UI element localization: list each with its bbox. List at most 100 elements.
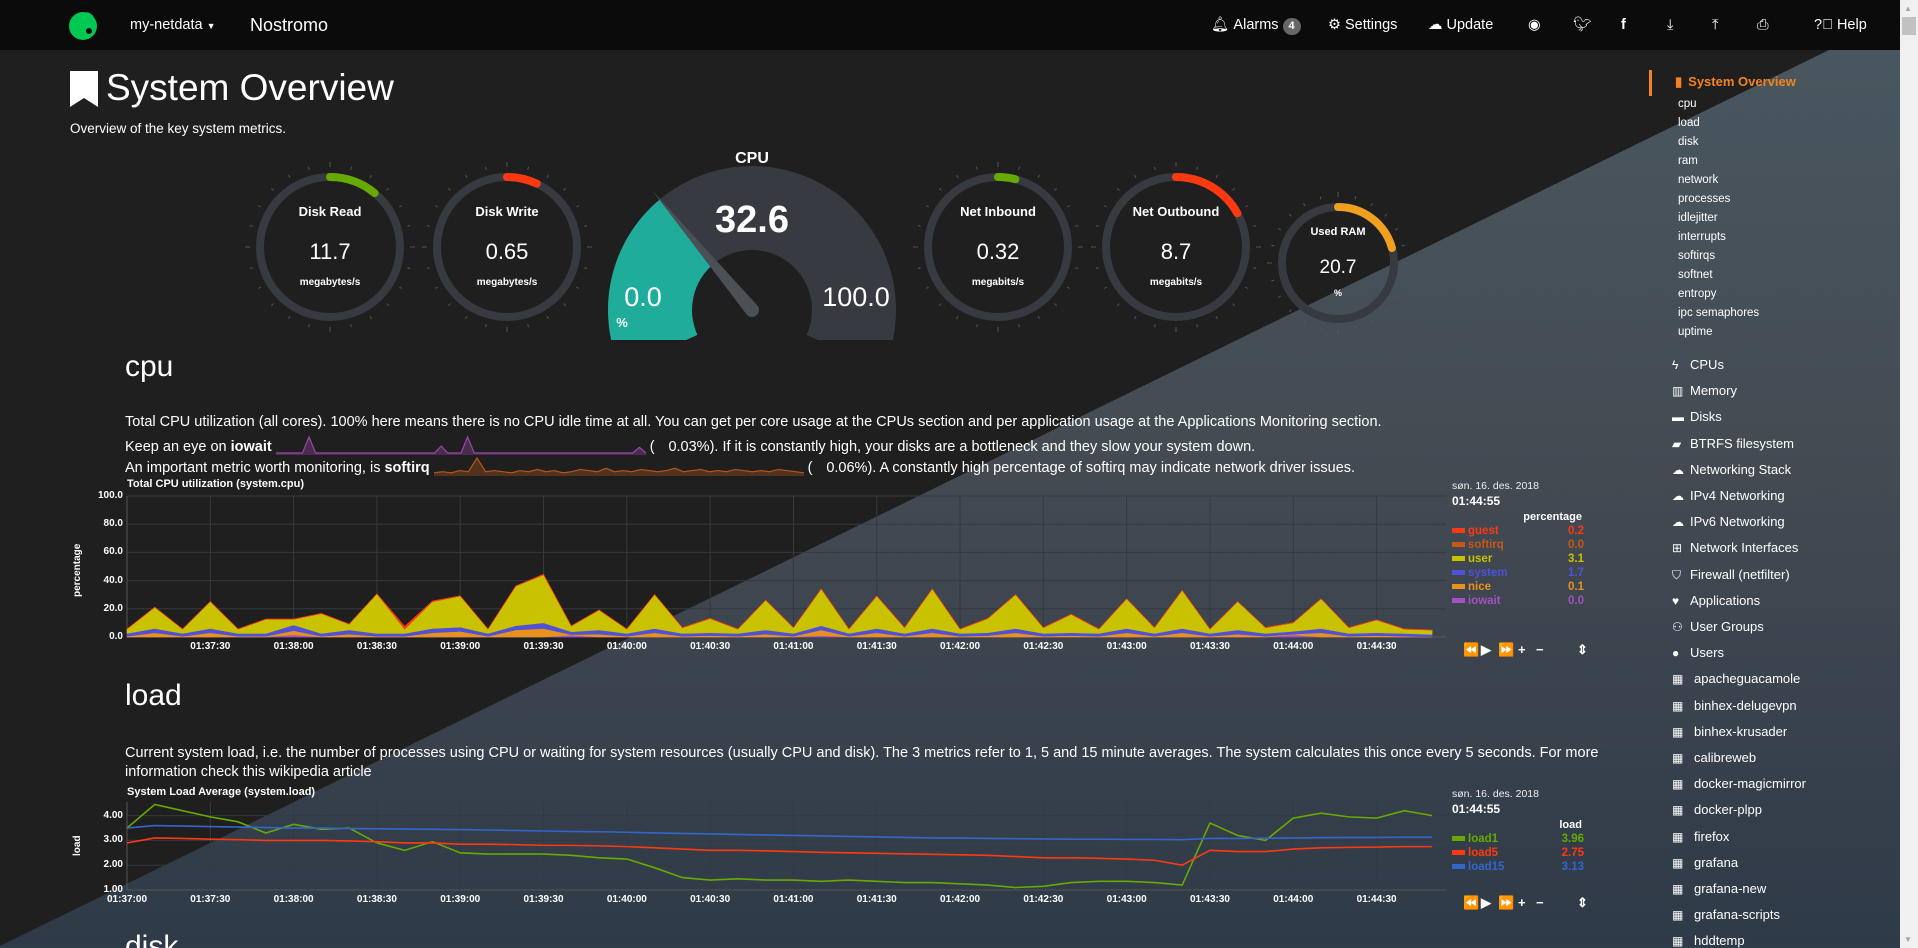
- load-description-line2[interactable]: information check this wikipedia article: [125, 764, 372, 780]
- settings-button[interactable]: ⚙ Settings: [1328, 0, 1397, 50]
- sidebar-subitem-idlejitter[interactable]: idlejitter: [1678, 212, 1718, 224]
- sidebar-item-network-interfaces[interactable]: ⊞ Network Interfaces: [1672, 540, 1798, 555]
- legend-item-iowait[interactable]: iowait 0.0: [1452, 595, 1584, 609]
- legend-item-user[interactable]: user 3.1: [1452, 553, 1584, 567]
- zoom-out-icon[interactable]: −: [1536, 642, 1544, 657]
- legend-value: 3.96: [1561, 833, 1584, 845]
- alarms-button[interactable]: 🔔︎ Alarms 4: [1211, 0, 1301, 50]
- scrollbar-thumb[interactable]: [1902, 17, 1916, 35]
- scroll-up-arrow-icon[interactable]: ▲: [1904, 4, 1912, 13]
- sidebar-item-calibreweb[interactable]: ▦ calibreweb: [1672, 750, 1756, 765]
- server-dropdown[interactable]: my-netdata ▼: [130, 0, 216, 50]
- cpu-gauge[interactable]: CPU 32.6 0.0 100.0 %: [608, 150, 896, 340]
- y-tick-label: 100.0: [97, 490, 123, 501]
- sidebar-subitem-softnet[interactable]: softnet: [1678, 269, 1713, 281]
- play-icon[interactable]: ▶: [1481, 642, 1491, 657]
- sidebar-item-disks[interactable]: ▬ Disks: [1672, 409, 1722, 424]
- sidebar-subitem-interrupts[interactable]: interrupts: [1678, 231, 1726, 243]
- sidebar-item-user-groups[interactable]: ⚇ User Groups: [1672, 619, 1764, 634]
- gauge-fill: [994, 173, 1020, 184]
- rewind-icon[interactable]: ⏪: [1463, 642, 1480, 657]
- gauge-used-ram[interactable]: Used RAM 20.7%: [1267, 192, 1409, 334]
- scrollbar[interactable]: ▲ ▼: [1900, 0, 1918, 948]
- sidebar-item-binhex-delugevpn[interactable]: ▦ binhex-delugevpn: [1672, 698, 1797, 713]
- print-icon[interactable]: ⎙: [1757, 17, 1769, 33]
- sidebar-item-docker-plpp[interactable]: ▦ docker-plpp: [1672, 802, 1762, 817]
- legend-item-load1[interactable]: load1 3.96: [1452, 833, 1584, 847]
- fast-forward-icon[interactable]: ⏩: [1498, 642, 1515, 657]
- sidebar-item-grafana[interactable]: ▦ grafana: [1672, 855, 1738, 870]
- softirq-sparkline-line: [433, 456, 804, 474]
- resize-icon[interactable]: ⇕: [1577, 895, 1588, 910]
- gauge-tick: [1134, 174, 1137, 178]
- facebook-icon[interactable]: f: [1621, 17, 1626, 33]
- sidebar-subitem-cpu[interactable]: cpu: [1678, 98, 1697, 110]
- legend-item-nice[interactable]: nice 0.1: [1452, 581, 1584, 595]
- hostname[interactable]: Nostromo: [250, 15, 329, 35]
- help-button[interactable]: ?⃝ Help: [1814, 0, 1867, 50]
- sidebar-item-docker-magicmirror[interactable]: ▦ docker-magicmirror: [1672, 776, 1806, 791]
- x-tick-label: 01:39:30: [523, 894, 564, 905]
- cloud-download-icon: ☁: [1428, 17, 1443, 33]
- upload-icon[interactable]: ⤒: [1712, 17, 1719, 33]
- legend-item-system[interactable]: system 1.7: [1452, 567, 1584, 581]
- gauge-disk-read[interactable]: Disk Read 11.7 megabytes/s: [245, 162, 415, 332]
- gauge-tick: [369, 174, 372, 178]
- sidebar-subitem-ipc-semaphores[interactable]: ipc semaphores: [1678, 307, 1760, 319]
- sidebar-item-memory[interactable]: ▥ Memory: [1672, 383, 1737, 398]
- legend-item-softirq[interactable]: softirq 0.0: [1452, 539, 1584, 553]
- sidebar-item-label: Networking Stack: [1690, 461, 1792, 477]
- download-icon[interactable]: ⤓: [1667, 17, 1674, 33]
- update-button[interactable]: ☁ Update: [1428, 0, 1493, 50]
- sidebar-item-firewall-netfilter-[interactable]: ⛉ Firewall (netfilter): [1672, 567, 1790, 583]
- github-icon[interactable]: ◉: [1528, 17, 1541, 33]
- legend-item-load15[interactable]: load15 3.13: [1452, 861, 1584, 875]
- section-heading-cpu: cpu: [125, 350, 174, 383]
- legend-item-load5[interactable]: load5 2.75: [1452, 847, 1584, 861]
- sidebar-item-users[interactable]: ● Users: [1672, 645, 1724, 660]
- sidebar-subitem-processes[interactable]: processes: [1678, 193, 1731, 205]
- sidebar-subitem-network[interactable]: network: [1678, 174, 1719, 186]
- gauge-net-outbound[interactable]: Net Outbound 8.7 megabits/s: [1091, 162, 1261, 332]
- sidebar-item-hddtemp[interactable]: ▦ hddtemp: [1672, 933, 1745, 948]
- gauge-net-inbound[interactable]: Net Inbound 0.32 megabits/s: [913, 162, 1083, 332]
- scroll-down-arrow-icon[interactable]: ▼: [1904, 935, 1912, 944]
- legend-item-guest[interactable]: guest 0.2: [1452, 525, 1584, 539]
- sidebar-subitem-load[interactable]: load: [1678, 117, 1700, 129]
- sidebar-item-apacheguacamole[interactable]: ▦ apacheguacamole: [1672, 671, 1800, 686]
- sidebar-item-firefox[interactable]: ▦ firefox: [1672, 829, 1729, 844]
- sidebar-subitem-entropy[interactable]: entropy: [1678, 288, 1717, 300]
- sidebar-subitem-uptime[interactable]: uptime: [1678, 326, 1713, 338]
- sidebar-item-binhex-krusader[interactable]: ▦ binhex-krusader: [1672, 724, 1787, 739]
- sidebar-item-ipv6-networking[interactable]: ☁ IPv6 Networking: [1672, 514, 1785, 529]
- sidebar-subitem-softirqs[interactable]: softirqs: [1678, 250, 1716, 262]
- softirq-sparkline[interactable]: [433, 456, 804, 476]
- fast-forward-icon[interactable]: ⏩: [1498, 895, 1515, 910]
- gauge-unit: megabytes/s: [477, 277, 538, 288]
- sidebar-item-cpus[interactable]: ϟ CPUs: [1672, 357, 1724, 372]
- th-icon: ▦: [1672, 803, 1684, 818]
- sidebar-item-label: Firewall (netfilter): [1690, 566, 1790, 582]
- iowait-sparkline[interactable]: [275, 435, 647, 455]
- play-icon[interactable]: ▶: [1481, 895, 1491, 910]
- gauge-disk-write[interactable]: Disk Write 0.65 megabytes/s: [422, 162, 592, 332]
- sidebar-item-applications[interactable]: ♥ Applications: [1672, 593, 1760, 608]
- sidebar-item-networking-stack[interactable]: ☁ Networking Stack: [1672, 462, 1791, 477]
- sidebar-item-btrfs-filesystem[interactable]: ▰ BTRFS filesystem: [1672, 436, 1794, 451]
- resize-icon[interactable]: ⇕: [1577, 642, 1588, 657]
- sidebar-subitem-disk[interactable]: disk: [1678, 136, 1699, 148]
- zoom-in-icon[interactable]: +: [1518, 642, 1526, 657]
- sidebar-item-system-overview[interactable]: ▮ System Overview: [1675, 74, 1796, 90]
- sidebar-item-ipv4-networking[interactable]: ☁ IPv4 Networking: [1672, 488, 1785, 503]
- zoom-out-icon[interactable]: −: [1536, 895, 1544, 910]
- y-tick-label: 0.0: [109, 631, 123, 642]
- rewind-icon[interactable]: ⏪: [1463, 895, 1480, 910]
- sidebar-item-grafana-scripts[interactable]: ▦ grafana-scripts: [1672, 907, 1780, 922]
- sidebar-item-grafana-new[interactable]: ▦ grafana-new: [1672, 881, 1766, 896]
- twitter-icon[interactable]: 🐦︎: [1573, 17, 1592, 33]
- y-tick-label: 20.0: [103, 602, 123, 614]
- zoom-in-icon[interactable]: +: [1518, 895, 1526, 910]
- sidebar-subitem-ram[interactable]: ram: [1678, 155, 1698, 167]
- y-tick-label: 40.0: [103, 574, 123, 586]
- netdata-logo-icon[interactable]: [67, 9, 99, 41]
